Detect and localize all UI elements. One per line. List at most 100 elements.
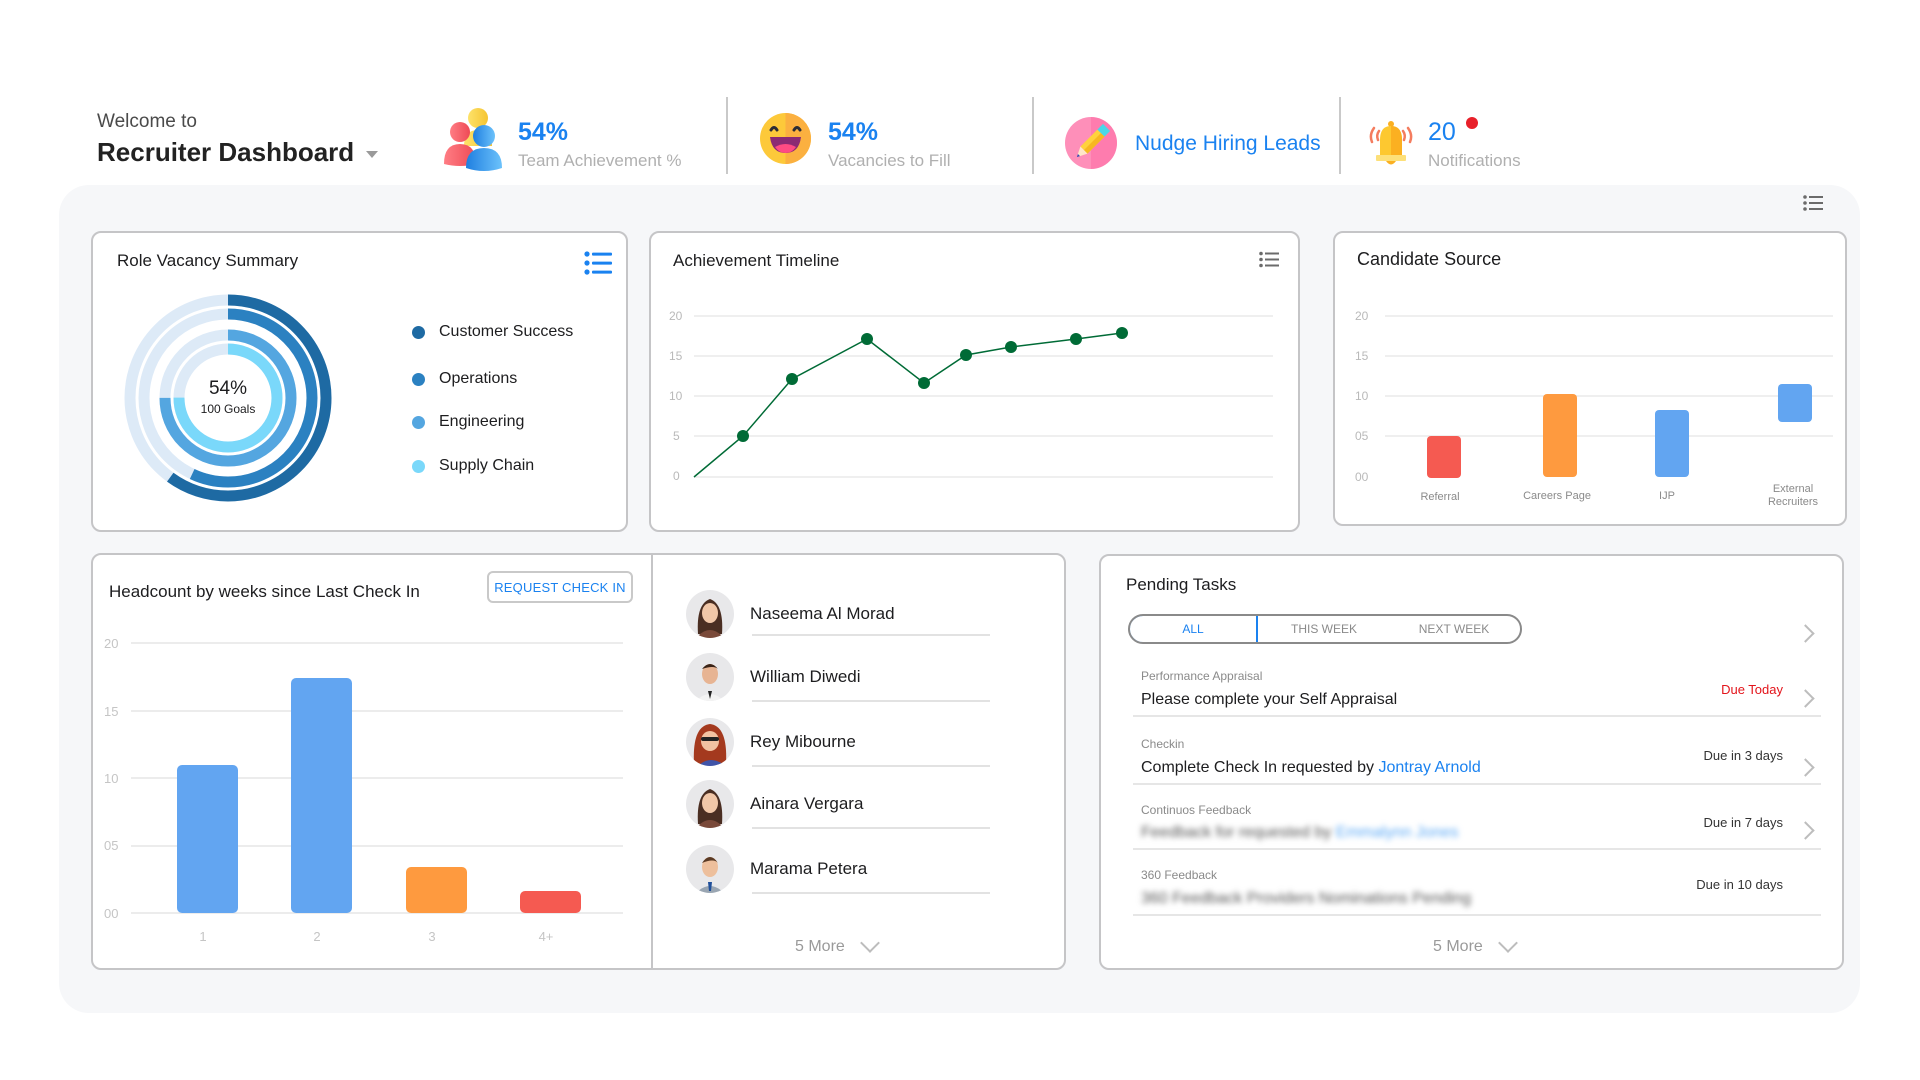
person-name: Ainara Vergara — [750, 794, 864, 813]
task-due-badge: Due Today — [1721, 682, 1783, 697]
dashboard-selector[interactable]: Recruiter Dashboard — [97, 137, 379, 168]
person-name: Marama Petera — [750, 859, 868, 878]
legend-label: Operations — [439, 370, 518, 387]
svg-text:20: 20 — [669, 309, 683, 323]
team-icon — [444, 106, 504, 172]
divider — [752, 892, 990, 894]
role-vacancy-radial-chart — [121, 291, 335, 505]
tab-next-week[interactable]: NEXT WEEK — [1418, 622, 1490, 636]
avatar — [686, 590, 734, 638]
nudge-hiring-leads-link[interactable]: Nudge Hiring Leads — [1135, 132, 1321, 155]
legend-label: Engineering — [439, 413, 525, 430]
svg-text:00: 00 — [104, 906, 118, 921]
legend-dot — [412, 415, 425, 429]
vacancies-label: Vacancies to Fill — [828, 151, 951, 170]
laughing-face-icon — [760, 113, 811, 164]
task-category: Performance Appraisal — [1141, 669, 1263, 683]
tasks-show-more-button[interactable]: 5 More — [1433, 933, 1518, 956]
svg-text:10: 10 — [104, 771, 118, 786]
task-due-badge: Due in 10 days — [1696, 877, 1783, 892]
person-name: William Diwedi — [750, 667, 861, 686]
divider — [1133, 914, 1821, 916]
svg-text:15: 15 — [669, 349, 683, 363]
person-row[interactable]: Ainara Vergara — [686, 780, 863, 828]
svg-text:15: 15 — [104, 704, 118, 719]
legend-label: Customer Success — [439, 323, 574, 340]
pending-tasks-title: Pending Tasks — [1126, 575, 1237, 594]
headcount-title: Headcount by weeks since Last Check In — [109, 582, 420, 601]
legend-dot — [412, 325, 425, 339]
list-icon[interactable] — [584, 251, 612, 275]
person-row[interactable]: Rey Mibourne — [686, 718, 856, 766]
team-achievement-label: Team Achievement % — [518, 151, 682, 170]
header-divider — [1339, 97, 1341, 174]
task-category: Checkin — [1141, 737, 1185, 751]
task-text: Feedback for requested by — [1141, 824, 1336, 841]
x-label-week-3: 3 — [428, 929, 436, 944]
pending-tasks-card — [1099, 554, 1844, 970]
people-show-more-button[interactable]: 5 More — [795, 933, 880, 956]
notifications-label: Notifications — [1428, 151, 1521, 170]
avatar — [686, 653, 734, 701]
person-name: Rey Mibourne — [750, 732, 856, 751]
x-label-week-1: 1 — [199, 929, 207, 944]
notifications-stat[interactable]: 20 Notifications — [1428, 118, 1521, 171]
person-name: Naseema Al Morad — [750, 604, 895, 623]
list-icon[interactable] — [1803, 194, 1823, 212]
requester-link[interactable]: Jontray Arnold — [1378, 759, 1481, 776]
person-row[interactable]: William Diwedi — [686, 653, 861, 701]
team-achievement-stat: 54% Team Achievement % — [518, 118, 681, 171]
x-label-referral: Referral — [1420, 491, 1460, 503]
task-due-badge: Due in 7 days — [1703, 815, 1784, 830]
divider — [752, 634, 990, 636]
task-title[interactable]: Complete Check In requested by Jontray A… — [1141, 759, 1481, 777]
welcome-text: Welcome to — [97, 111, 197, 132]
x-label-external-recruiters: External Recruiters — [1767, 483, 1819, 508]
tab-this-week[interactable]: THIS WEEK — [1290, 622, 1357, 636]
divider — [1133, 783, 1821, 785]
avatar — [686, 845, 734, 893]
svg-text:10: 10 — [1355, 389, 1369, 403]
candidate-source-title: Candidate Source — [1357, 249, 1502, 269]
person-row[interactable]: Marama Petera — [686, 845, 867, 893]
avatar — [686, 718, 734, 766]
divider — [752, 765, 990, 767]
notifications-count: 20 — [1428, 118, 1456, 146]
person-row[interactable]: Naseema Al Morad — [686, 590, 895, 638]
requester-link[interactable]: Emmalynn Jones — [1335, 824, 1459, 841]
svg-text:05: 05 — [1355, 429, 1369, 443]
legend-dot — [412, 459, 425, 473]
task-title[interactable]: Please complete your Self Appraisal — [1141, 691, 1397, 709]
legend-item-supply-chain: Supply Chain — [412, 457, 534, 475]
legend-dot — [412, 372, 425, 386]
request-check-in-button[interactable]: REQUEST CHECK IN — [487, 571, 633, 603]
candidate-source-card — [1333, 231, 1847, 526]
task-text: Complete Check In requested by — [1141, 759, 1379, 776]
card-divider — [651, 555, 653, 968]
tab-all[interactable]: ALL — [1130, 616, 1258, 642]
task-filter-tabs: ALL THIS WEEK NEXT WEEK — [1128, 614, 1522, 644]
task-title[interactable]: Feedback for requested by Emmalynn Jones — [1141, 824, 1459, 842]
svg-text:20: 20 — [1355, 309, 1369, 323]
task-title[interactable]: 360 Feedback Providers Nominations Pendi… — [1141, 890, 1471, 908]
radial-center-label: 100 Goals — [200, 402, 256, 416]
divider — [752, 700, 990, 702]
divider — [1133, 715, 1821, 717]
bell-icon[interactable] — [1366, 118, 1416, 170]
svg-text:00: 00 — [1355, 470, 1369, 484]
divider — [752, 827, 990, 829]
pencil-icon[interactable] — [1065, 117, 1117, 169]
achievement-timeline-card — [649, 231, 1300, 532]
task-text: Please complete your Self Appraisal — [1141, 691, 1398, 708]
vacancies-stat: 54% Vacancies to Fill — [828, 118, 951, 171]
headcount-bar-chart: 20 15 10 05 00 — [95, 630, 645, 950]
x-label-week-4-plus: 4+ — [538, 929, 554, 944]
achievement-line-chart: 20 15 10 5 0 — [665, 305, 1295, 495]
header-divider — [726, 97, 728, 174]
svg-text:5: 5 — [673, 429, 680, 443]
svg-text:0: 0 — [673, 469, 680, 483]
vacancies-value: 54% — [828, 118, 879, 146]
divider — [1133, 848, 1821, 850]
list-icon[interactable] — [1259, 251, 1279, 268]
team-achievement-value: 54% — [518, 118, 569, 146]
